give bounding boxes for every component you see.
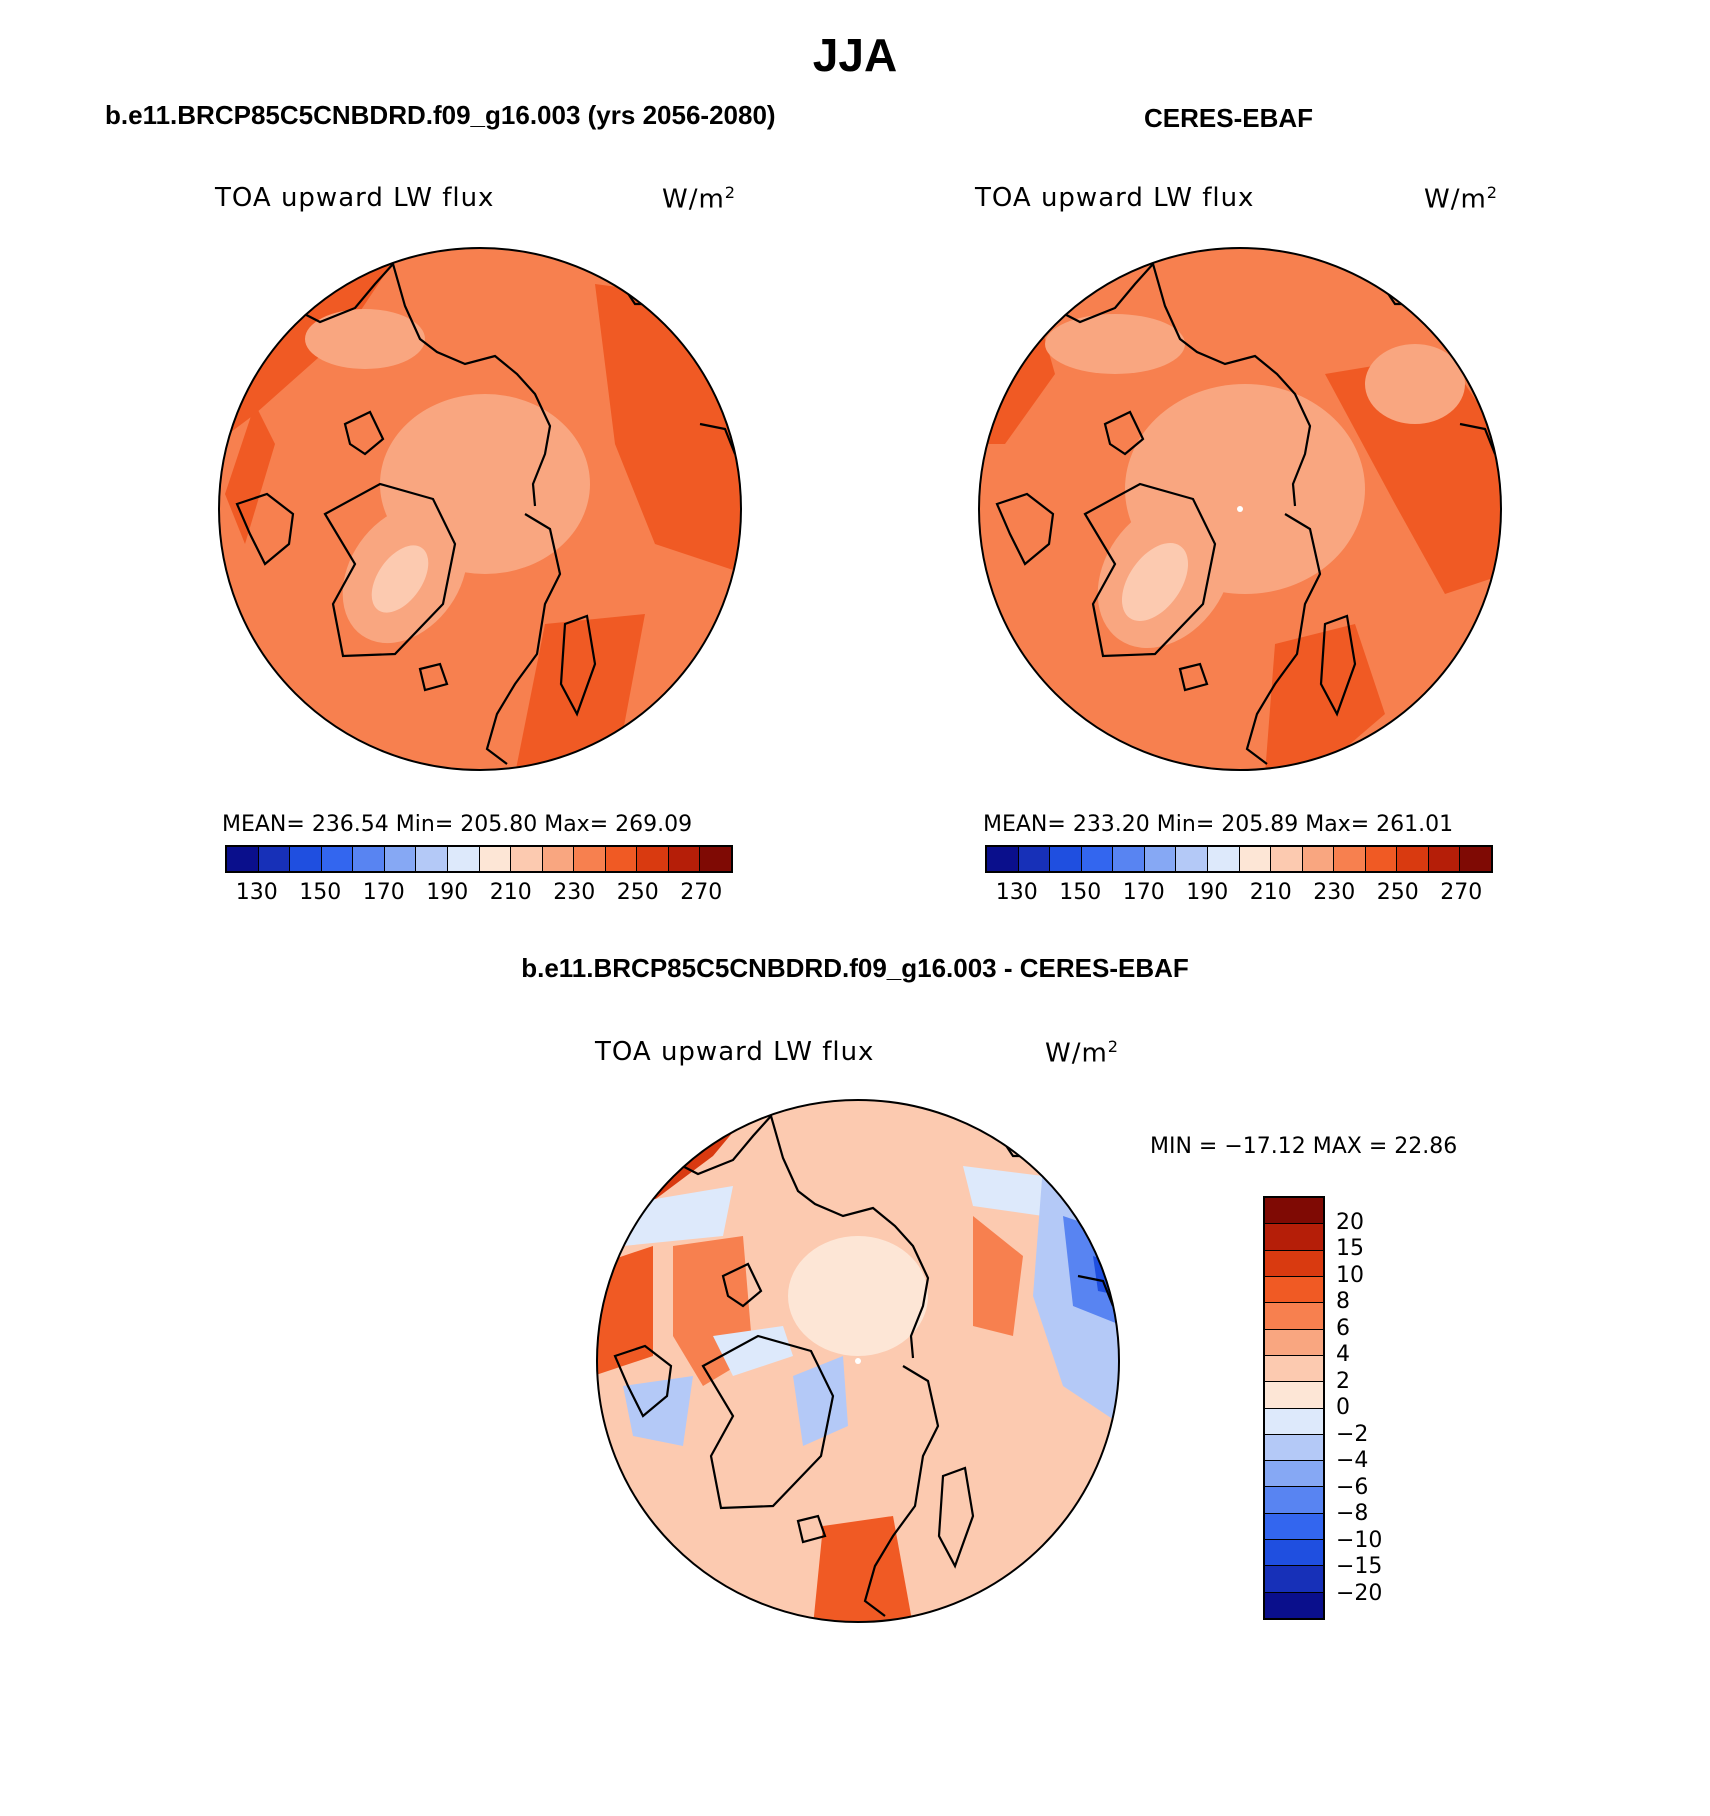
panel1-title: b.e11.BRCP85C5CNBDRD.f09_g16.003 (yrs 20… xyxy=(105,100,776,130)
panel1-stats: MEAN= 236.54 Min= 205.80 Max= 269.09 xyxy=(222,812,693,837)
colorbar-tick: 170 xyxy=(362,880,405,905)
colorbar-tick: 250 xyxy=(1376,880,1419,905)
colorbar-tick: 150 xyxy=(1059,880,1102,905)
panel1-variable: TOA upward LW flux xyxy=(215,183,495,213)
colorbar-tick: 150 xyxy=(299,880,342,905)
panel3-stats: MIN = −17.12 MAX = 22.86 xyxy=(1150,1134,1458,1159)
panel1-colorbar-ticks: 130 150 170 190 210 230 250 270 xyxy=(225,880,733,910)
colorbar-tick: 210 xyxy=(1249,880,1292,905)
colorbar-tick: 8 xyxy=(1336,1289,1350,1314)
panel3-colorbar-ticks: 20 15 10 8 6 4 2 0 −2 −4 −6 −8 −10 −15 −… xyxy=(1336,1196,1436,1620)
colorbar-tick: 4 xyxy=(1336,1342,1350,1367)
colorbar-tick: −8 xyxy=(1336,1501,1369,1526)
panel1-colorbar xyxy=(225,845,733,873)
colorbar-tick: 230 xyxy=(1313,880,1356,905)
colorbar-tick: 270 xyxy=(1440,880,1483,905)
panel2-units: W/m2 xyxy=(1424,183,1499,215)
colorbar-tick: 20 xyxy=(1336,1209,1364,1235)
colorbar-tick: 2 xyxy=(1336,1368,1350,1394)
colorbar-tick: 230 xyxy=(553,880,596,905)
colorbar-tick: 170 xyxy=(1122,880,1165,905)
panel3-colorbar xyxy=(1263,1196,1325,1620)
colorbar-tick: −10 xyxy=(1336,1527,1383,1553)
colorbar-tick: −15 xyxy=(1336,1554,1383,1579)
panel2-variable: TOA upward LW flux xyxy=(975,183,1255,213)
colorbar-tick: 250 xyxy=(616,880,659,905)
colorbar-tick: −20 xyxy=(1336,1580,1383,1606)
colorbar-tick: 6 xyxy=(1336,1315,1350,1341)
panel1-units: W/m2 xyxy=(662,183,737,215)
colorbar-tick: 270 xyxy=(680,880,723,905)
colorbar-tick: 0 xyxy=(1336,1395,1350,1420)
panel2-polar-map xyxy=(978,247,1502,771)
figure-title: JJA xyxy=(812,29,898,81)
colorbar-tick: −2 xyxy=(1336,1421,1369,1447)
colorbar-tick: 130 xyxy=(235,880,278,905)
colorbar-tick: 190 xyxy=(1186,880,1229,905)
panel3-title: b.e11.BRCP85C5CNBDRD.f09_g16.003 - CERES… xyxy=(521,953,1189,983)
colorbar-tick: 190 xyxy=(426,880,469,905)
panel1-polar-map xyxy=(218,247,742,771)
colorbar-tick: 15 xyxy=(1336,1236,1364,1261)
panel1-coastlines xyxy=(235,252,737,765)
panel3-polar-map xyxy=(596,1099,1120,1623)
panel2-stats: MEAN= 233.20 Min= 205.89 Max= 261.01 xyxy=(983,812,1454,837)
colorbar-tick: −4 xyxy=(1336,1448,1369,1473)
panel3-variable: TOA upward LW flux xyxy=(595,1037,875,1067)
colorbar-tick: 130 xyxy=(995,880,1038,905)
panel2-colorbar xyxy=(985,845,1493,873)
colorbar-tick: 210 xyxy=(489,880,532,905)
panel2-colorbar-ticks: 130 150 170 190 210 230 250 270 xyxy=(985,880,1493,910)
colorbar-tick: −6 xyxy=(1336,1474,1369,1500)
panel2-title: CERES-EBAF xyxy=(1144,103,1314,133)
colorbar-tick: 10 xyxy=(1336,1262,1364,1288)
panel3-units: W/m2 xyxy=(1045,1037,1120,1069)
